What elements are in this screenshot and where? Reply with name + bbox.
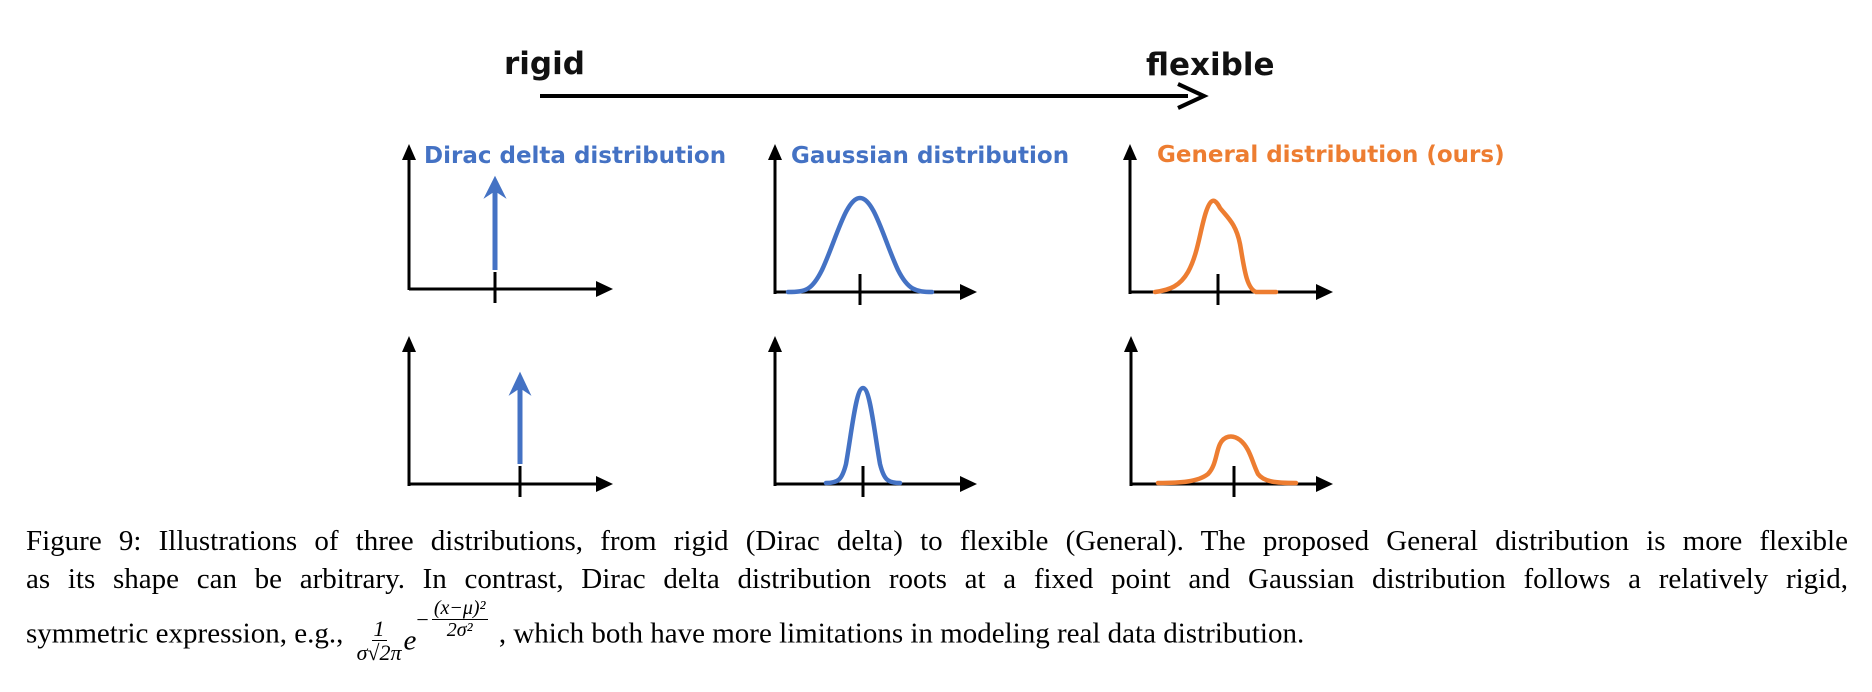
dirac-title: Dirac delta distribution xyxy=(424,143,727,169)
dirac-top-spike xyxy=(483,175,507,270)
gaussian-panel-top xyxy=(768,144,977,305)
formula-exponent: − (x−μ)² 2σ² xyxy=(416,597,488,641)
formula-base: e xyxy=(403,624,417,657)
caption-line-1: Figure 9: Illustrations of three distrib… xyxy=(26,525,1848,557)
dirac-panel-top xyxy=(402,144,613,303)
formula-exp-denominator: 2σ² xyxy=(446,619,473,641)
general-panel-bottom xyxy=(1124,336,1333,497)
caption-line-3-end: , which both have more limitations in mo… xyxy=(498,617,1305,650)
gaussian-bottom-axes xyxy=(768,336,977,497)
flexible-label: flexible xyxy=(1146,47,1275,83)
gaussian-formula: 1 σ√2π e − (x−μ)² 2σ² xyxy=(355,598,488,664)
dirac-bottom-axes xyxy=(402,336,613,497)
general-panel-top xyxy=(1123,144,1333,305)
general-bottom-axes xyxy=(1124,336,1333,497)
general-top-axes xyxy=(1123,144,1333,305)
distribution-illustration xyxy=(402,82,1333,497)
rigid-label: rigid xyxy=(504,46,585,82)
formula-exp-sign: − xyxy=(416,606,429,632)
gaussian-panel-bottom xyxy=(768,336,977,497)
gaussian-top-curve xyxy=(785,195,935,295)
figure-caption: Figure 9: Illustrations of three distrib… xyxy=(26,522,1848,664)
dirac-top-axes xyxy=(402,144,613,303)
caption-line-2: as its shape can be arbitrary. In contra… xyxy=(26,563,1848,595)
rigid-to-flexible-arrow xyxy=(540,82,1209,110)
formula-exp-numerator: (x−μ)² xyxy=(431,597,488,620)
formula-coef-denominator: σ√2π xyxy=(356,640,402,665)
general-bottom-curve xyxy=(1155,434,1299,486)
general-top-curve xyxy=(1152,198,1279,295)
caption-line-3-start: symmetric expression, e.g., xyxy=(26,617,344,650)
dirac-bottom-spike xyxy=(508,371,532,464)
formula-exp-fraction: (x−μ)² 2σ² xyxy=(431,597,488,641)
formula-coefficient: 1 σ√2π xyxy=(355,617,404,664)
caption-line-3: symmetric expression, e.g., 1 σ√2π e − (… xyxy=(26,598,1848,665)
gaussian-bottom-curve xyxy=(823,385,903,486)
dirac-panel-bottom xyxy=(402,336,613,497)
general-title: General distribution (ours) xyxy=(1157,142,1505,168)
formula-coef-numerator: 1 xyxy=(371,615,387,641)
gaussian-title: Gaussian distribution xyxy=(791,143,1070,169)
